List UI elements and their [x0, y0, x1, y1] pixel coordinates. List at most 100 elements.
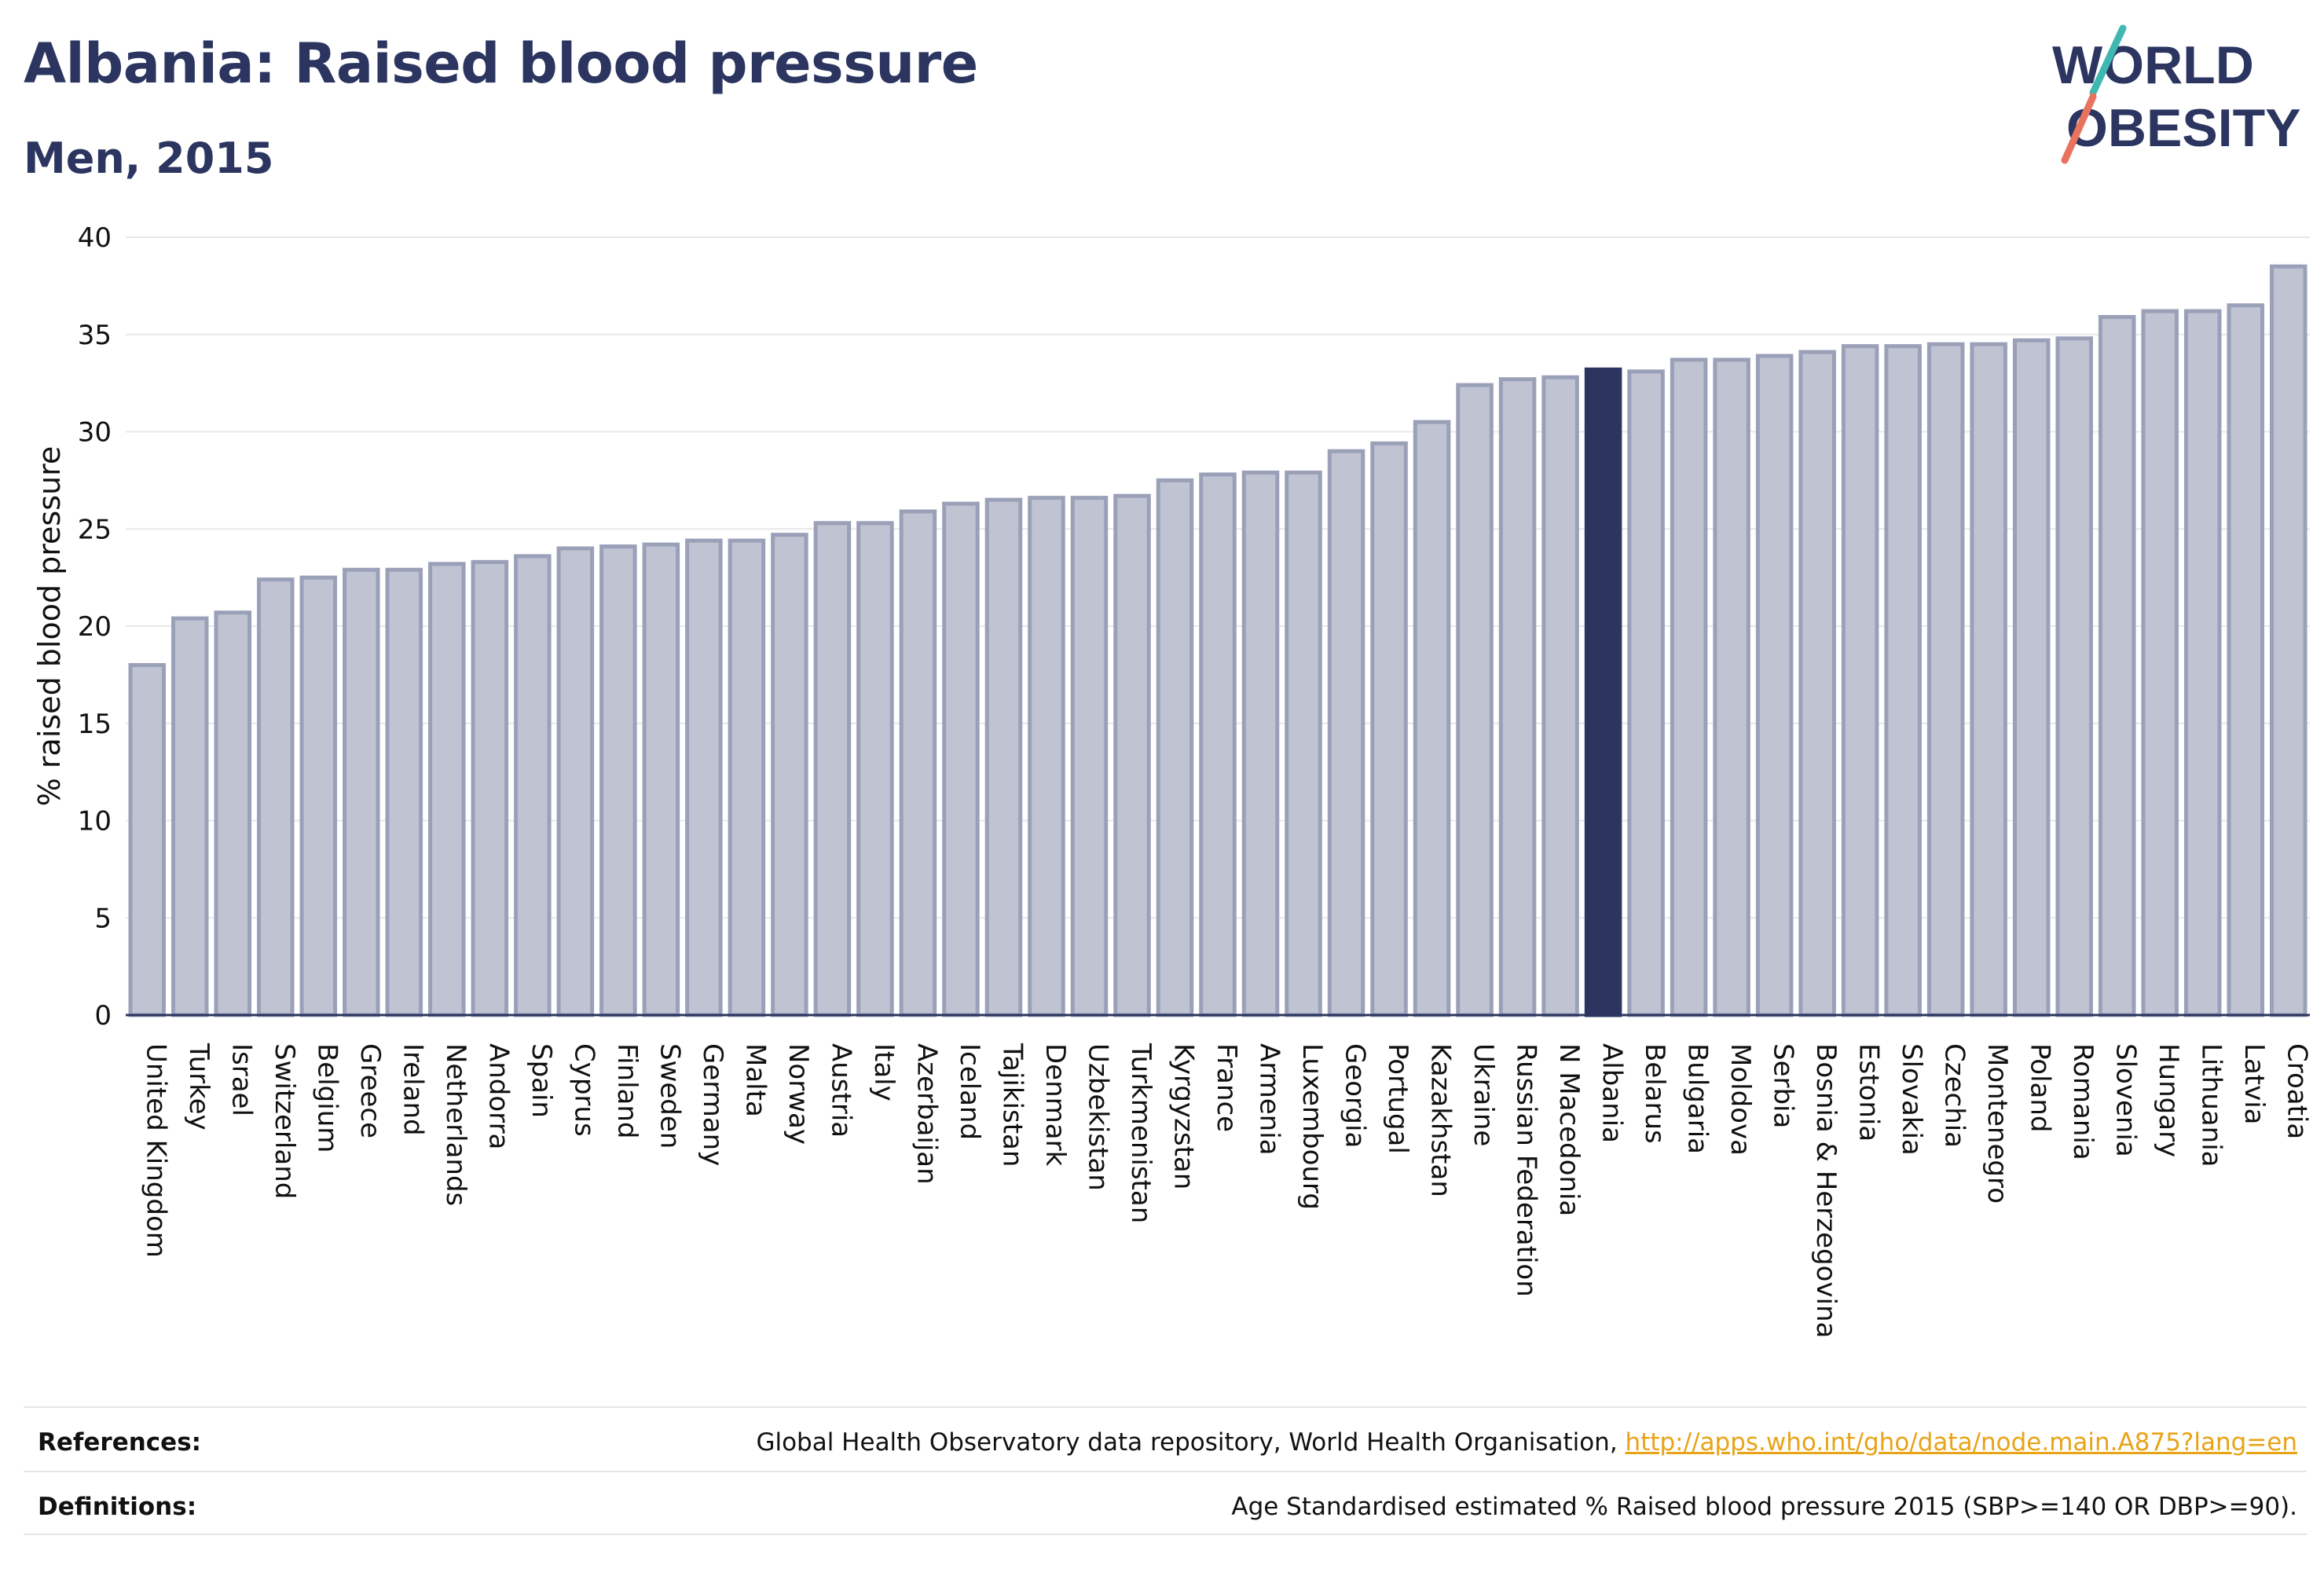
y-tick-label: 30	[78, 417, 112, 449]
bar	[728, 538, 766, 1017]
x-tick-label: Cyprus	[568, 1043, 599, 1137]
bars	[128, 264, 2308, 1017]
x-tick-label: Ukraine	[1468, 1043, 1499, 1146]
x-tick-label: Lithuania	[2196, 1043, 2227, 1167]
y-tick-label: 40	[78, 222, 112, 254]
bar	[813, 521, 852, 1017]
x-tick-label: Finland	[611, 1043, 643, 1139]
x-tick-label: Montenegro	[1981, 1043, 2013, 1204]
bar	[685, 538, 723, 1017]
x-tick-label: Russian Federation	[1511, 1043, 1542, 1297]
x-tick-label: Greece	[354, 1043, 386, 1138]
bar	[214, 610, 252, 1017]
bar	[2141, 309, 2179, 1017]
x-tick-label: Netherlands	[440, 1043, 471, 1206]
bar	[1926, 342, 1965, 1017]
y-tick-label: 15	[78, 709, 112, 740]
bar	[2183, 309, 2222, 1017]
x-tick-label: Belgium	[311, 1043, 343, 1153]
bar	[1028, 496, 1065, 1017]
world-obesity-logo: WORLD OBESITY	[2052, 24, 2301, 164]
y-tick-label: 35	[78, 320, 112, 351]
bar	[1370, 441, 1408, 1017]
x-tick-label: N Macedonia	[1553, 1043, 1585, 1216]
bar	[2269, 264, 2308, 1017]
references-label: References:	[38, 1428, 202, 1457]
x-tick-label: Bosnia & Herzegovina	[1810, 1043, 1842, 1338]
bar	[556, 546, 595, 1017]
chart-subtitle: Men, 2015	[24, 134, 274, 183]
x-tick-label: Romania	[2067, 1043, 2099, 1160]
definitions-value: Age Standardised estimated % Raised bloo…	[1231, 1493, 2297, 1521]
x-tick-label: Germany	[697, 1043, 728, 1166]
bar	[2055, 336, 2093, 1017]
references-link[interactable]: http://apps.who.int/gho/data/node.main.A…	[1625, 1428, 2297, 1457]
x-tick-label: Andorra	[482, 1043, 514, 1149]
bar	[942, 501, 980, 1017]
bar	[1755, 354, 1794, 1017]
bar	[1156, 478, 1194, 1017]
x-tick-label: Latvia	[2238, 1043, 2270, 1125]
y-tick-label: 0	[94, 1000, 112, 1032]
bar	[1627, 369, 1665, 1017]
footer-divider	[24, 1534, 2307, 1535]
x-tick-label: Israel	[225, 1043, 257, 1116]
x-tick-label: Bulgaria	[1682, 1043, 1714, 1154]
x-tick-label: Uzbekistan	[1082, 1043, 1113, 1191]
x-tick-label: France	[1211, 1043, 1242, 1132]
x-tick-label: Norway	[783, 1043, 814, 1145]
x-tick-label: Croatia	[2282, 1043, 2313, 1139]
bar	[257, 577, 295, 1017]
x-tick-label: Denmark	[1039, 1043, 1071, 1167]
x-tick-label: Hungary	[2153, 1043, 2184, 1157]
bar	[856, 521, 894, 1017]
bar	[1498, 377, 1537, 1017]
x-tick-label: Spain	[526, 1043, 557, 1118]
bar	[642, 542, 680, 1017]
x-tick-label: Italy	[868, 1043, 900, 1101]
bar	[1070, 496, 1109, 1017]
x-tick-label: Belarus	[1639, 1043, 1670, 1144]
bar	[1541, 375, 1579, 1017]
bar	[171, 616, 209, 1017]
x-tick-label: Poland	[2025, 1043, 2056, 1133]
y-axis-label: % raised blood pressure	[32, 446, 67, 807]
bar	[2227, 303, 2264, 1017]
definitions-label: Definitions:	[38, 1493, 197, 1521]
bar	[128, 663, 167, 1017]
logo-line2: OBESITY	[2066, 98, 2301, 158]
bar	[1113, 493, 1151, 1017]
bar	[514, 554, 552, 1017]
bar	[1884, 344, 1922, 1017]
x-tick-label: Iceland	[954, 1043, 985, 1140]
bar	[2012, 338, 2051, 1017]
references-text: Global Health Observatory data repositor…	[756, 1428, 1626, 1457]
bar	[1199, 472, 1237, 1017]
bar	[771, 533, 808, 1017]
logo-slash-coral	[2061, 93, 2097, 164]
x-tick-label: Moldova	[1725, 1043, 1756, 1156]
bar	[299, 575, 338, 1017]
x-axis-labels: United Kingdom Turkey Israel Switzerland Bel…	[140, 1043, 2312, 1338]
x-tick-label: Georgia	[1340, 1043, 1371, 1148]
bar	[1241, 470, 1280, 1017]
x-tick-label: Azerbaijan	[911, 1043, 942, 1185]
references-row: References: Global Health Observatory da…	[24, 1406, 2307, 1472]
bar	[1285, 470, 1322, 1017]
bar	[471, 559, 509, 1017]
y-tick-label: 20	[78, 611, 112, 643]
x-tick-label: United Kingdom	[140, 1043, 171, 1258]
x-tick-label: Kyrgyzstan	[1167, 1043, 1199, 1189]
x-tick-label: Estonia	[1853, 1043, 1885, 1142]
definitions-row: Definitions: Age Standardised estimated …	[24, 1471, 2307, 1537]
bar	[899, 509, 937, 1017]
bar	[428, 562, 466, 1017]
x-tick-label: Switzerland	[269, 1043, 300, 1199]
bar	[1970, 342, 2007, 1017]
bar-chart: 0 5 10 15 20 25 30 35 40 United Kingdom Turkey Isr…	[32, 222, 2313, 1338]
x-tick-label: Kazakhstan	[1425, 1043, 1457, 1197]
bar	[1413, 420, 1451, 1017]
logo-line1: WORLD	[2052, 35, 2254, 95]
x-tick-label: Tajikistan	[996, 1043, 1028, 1167]
bar	[599, 544, 637, 1017]
